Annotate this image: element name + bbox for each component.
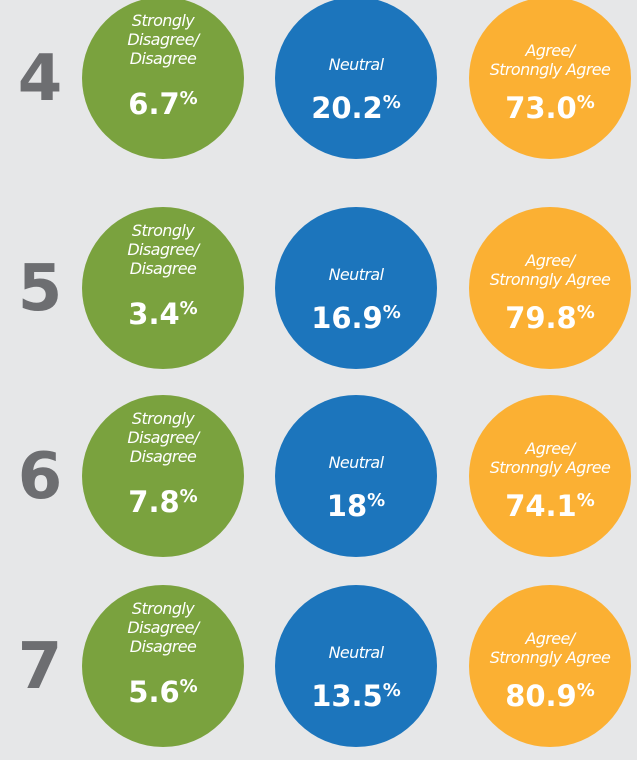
value-unit: % — [180, 88, 198, 109]
response-label: Strongly — [132, 11, 195, 30]
value-number: 6.7 — [128, 87, 179, 121]
response-label: Disagree/ — [127, 428, 201, 447]
response-label: Disagree/ — [127, 618, 201, 637]
response-value: 3.4% — [128, 297, 197, 331]
response-value: 5.6% — [128, 675, 197, 709]
response-label: Disagree — [130, 49, 197, 68]
response-circle — [275, 207, 437, 369]
response-circle — [82, 395, 244, 557]
response-label: Neutral — [329, 55, 385, 74]
value-unit: % — [577, 680, 595, 701]
response-circle — [469, 0, 631, 159]
response-value: 18% — [327, 489, 385, 523]
response-value: 7.8% — [128, 485, 197, 519]
value-number: 16.9 — [311, 301, 383, 335]
value-number: 7.8 — [128, 485, 179, 519]
response-label: Disagree — [130, 637, 197, 656]
response-value: 6.7% — [128, 87, 197, 121]
row-number: 6 — [18, 440, 63, 514]
value-number: 20.2 — [311, 91, 383, 125]
value-unit: % — [577, 302, 595, 323]
response-label: Disagree — [130, 259, 197, 278]
value-unit: % — [577, 490, 595, 511]
value-number: 3.4 — [128, 297, 179, 331]
response-label: Stronngly Agree — [490, 458, 611, 477]
response-value: 73.0% — [505, 91, 595, 125]
response-label: Agree/ — [524, 439, 576, 458]
response-label: Neutral — [329, 265, 385, 284]
response-label: Strongly — [132, 599, 195, 618]
response-circle — [82, 0, 244, 159]
response-circle — [469, 207, 631, 369]
response-label: Strongly — [132, 409, 195, 428]
value-number: 18 — [327, 489, 367, 523]
value-number: 73.0 — [505, 91, 577, 125]
response-label: Strongly — [132, 221, 195, 240]
value-number: 80.9 — [505, 679, 577, 713]
response-circle — [275, 0, 437, 159]
response-value: 16.9% — [311, 301, 401, 335]
response-circle — [82, 207, 244, 369]
row-number: 7 — [18, 630, 63, 704]
response-label: Disagree/ — [127, 30, 201, 49]
response-label: Neutral — [329, 643, 385, 662]
response-label: Agree/ — [524, 251, 576, 270]
row-number: 5 — [18, 252, 63, 326]
response-label: Agree/ — [524, 41, 576, 60]
response-circle — [275, 585, 437, 747]
response-circle — [82, 585, 244, 747]
row-number: 4 — [18, 42, 63, 116]
response-value: 80.9% — [505, 679, 595, 713]
response-label: Stronngly Agree — [490, 648, 611, 667]
value-unit: % — [383, 680, 401, 701]
value-unit: % — [383, 302, 401, 323]
response-circle — [469, 585, 631, 747]
value-unit: % — [180, 298, 198, 319]
response-label: Agree/ — [524, 629, 576, 648]
response-label: Neutral — [329, 453, 385, 472]
response-circle — [275, 395, 437, 557]
value-number: 74.1 — [505, 489, 577, 523]
response-circle — [469, 395, 631, 557]
response-value: 13.5% — [311, 679, 401, 713]
value-unit: % — [367, 490, 385, 511]
value-number: 13.5 — [311, 679, 383, 713]
value-unit: % — [180, 486, 198, 507]
response-label: Stronngly Agree — [490, 60, 611, 79]
value-unit: % — [577, 92, 595, 113]
response-label: Disagree/ — [127, 240, 201, 259]
response-value: 74.1% — [505, 489, 595, 523]
value-number: 79.8 — [505, 301, 577, 335]
value-unit: % — [383, 92, 401, 113]
response-value: 79.8% — [505, 301, 595, 335]
response-label: Disagree — [130, 447, 197, 466]
response-label: Stronngly Agree — [490, 270, 611, 289]
value-number: 5.6 — [128, 675, 179, 709]
value-unit: % — [180, 676, 198, 697]
response-value: 20.2% — [311, 91, 401, 125]
